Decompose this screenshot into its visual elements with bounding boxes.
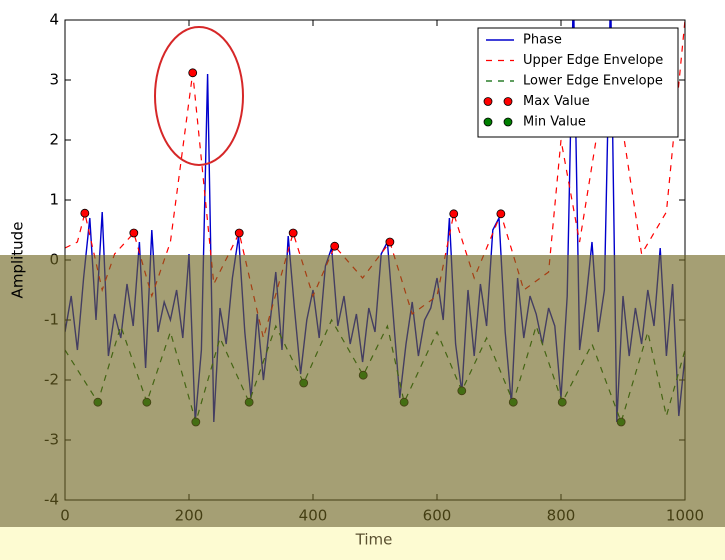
legend-box [477,27,679,138]
legend-label: Min Value [523,115,586,130]
y-tick-label: 3 [49,71,59,89]
y-axis-label: Amplitude [9,222,27,299]
legend-marker [483,117,493,127]
y-tick-label: 2 [49,131,59,149]
bottom-bar [0,527,725,560]
legend-label: Phase [523,33,562,48]
data-point [80,208,90,218]
legend-marker [503,117,513,127]
data-point [496,209,506,219]
legend: Phase Upper Edge Envelope Lower Edge Envel… [477,27,679,138]
data-point [330,241,340,251]
data-point [234,228,244,238]
y-tick-label: 1 [49,191,59,209]
data-point [385,237,395,247]
legend-marker [483,97,493,106]
legend-label: Max Value [523,94,590,109]
legend-label: Upper Edge Envelope [523,53,663,68]
highlight-ellipse [154,26,244,166]
legend-label: Lower Edge Envelope [523,74,663,89]
data-point [188,68,198,78]
y-tick-label: 4 [49,11,59,29]
data-point [449,209,459,219]
x-axis-label: Time [355,531,393,549]
data-point [288,228,298,238]
data-point [129,228,139,238]
legend-marker [503,97,513,106]
overlay [0,255,725,527]
